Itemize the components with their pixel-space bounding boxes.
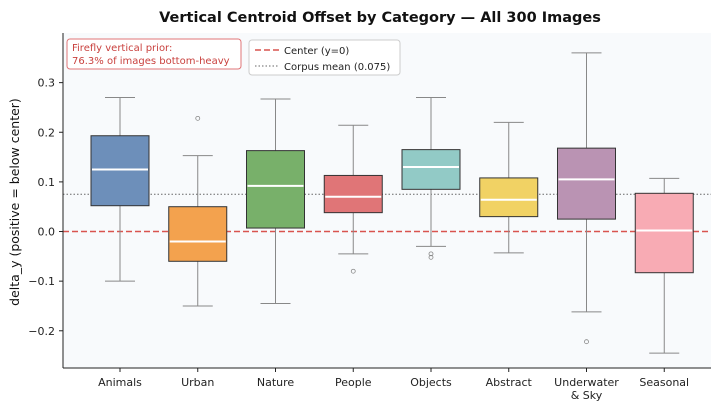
box-1 [168,115,228,307]
x-tick-label: Objects [410,376,452,389]
y-tick-label: −0.1 [28,275,55,288]
x-tick-label: & Sky [571,389,603,402]
legend: Center (y=0) Corpus mean (0.075) [248,39,401,76]
box-body [90,135,150,207]
box-body [479,177,539,218]
box-7 [634,177,694,354]
x-tick-label: People [335,376,372,389]
outlier-point [428,254,434,260]
annotation-box: Firefly vertical prior: 76.3% of images … [66,38,242,70]
box-3 [323,124,383,274]
y-tick-label: 0.3 [38,77,56,90]
x-tick-label: Nature [257,376,295,389]
x-tick-label: Underwater [554,376,619,389]
box-body [634,192,694,274]
x-tick-label: Urban [181,376,214,389]
legend-center-label: Center (y=0) [284,46,349,57]
chart-title: Vertical Centroid Offset by Category — A… [159,10,601,26]
annotation-line-2: 76.3% of images bottom-heavy [72,56,230,67]
box-0 [90,97,150,282]
annotation-line-1: Firefly vertical prior: [72,43,172,54]
box-body [168,206,228,262]
legend-mean-label: Corpus mean (0.075) [284,62,390,73]
y-axis-label: delta_y (positive = below center) [7,98,22,306]
box-body [401,149,461,190]
box-6 [557,52,616,345]
outlier-point [584,339,589,345]
x-tick-label: Seasonal [639,376,689,389]
outlier-point [350,268,356,274]
box-2 [246,98,305,304]
outlier-point [195,115,201,121]
outlier-point [428,251,434,257]
box-5 [479,121,539,254]
box-body [246,150,305,229]
box-4 [401,97,461,260]
box-body [557,147,616,220]
y-tick-label: 0.0 [38,226,56,239]
y-tick-label: 0.1 [38,176,56,189]
y-tick-label: −0.2 [28,325,55,338]
x-tick-label: Abstract [486,376,533,389]
x-tick-label: Animals [98,376,142,389]
y-tick-label: 0.2 [38,126,56,139]
box-body [323,174,383,214]
